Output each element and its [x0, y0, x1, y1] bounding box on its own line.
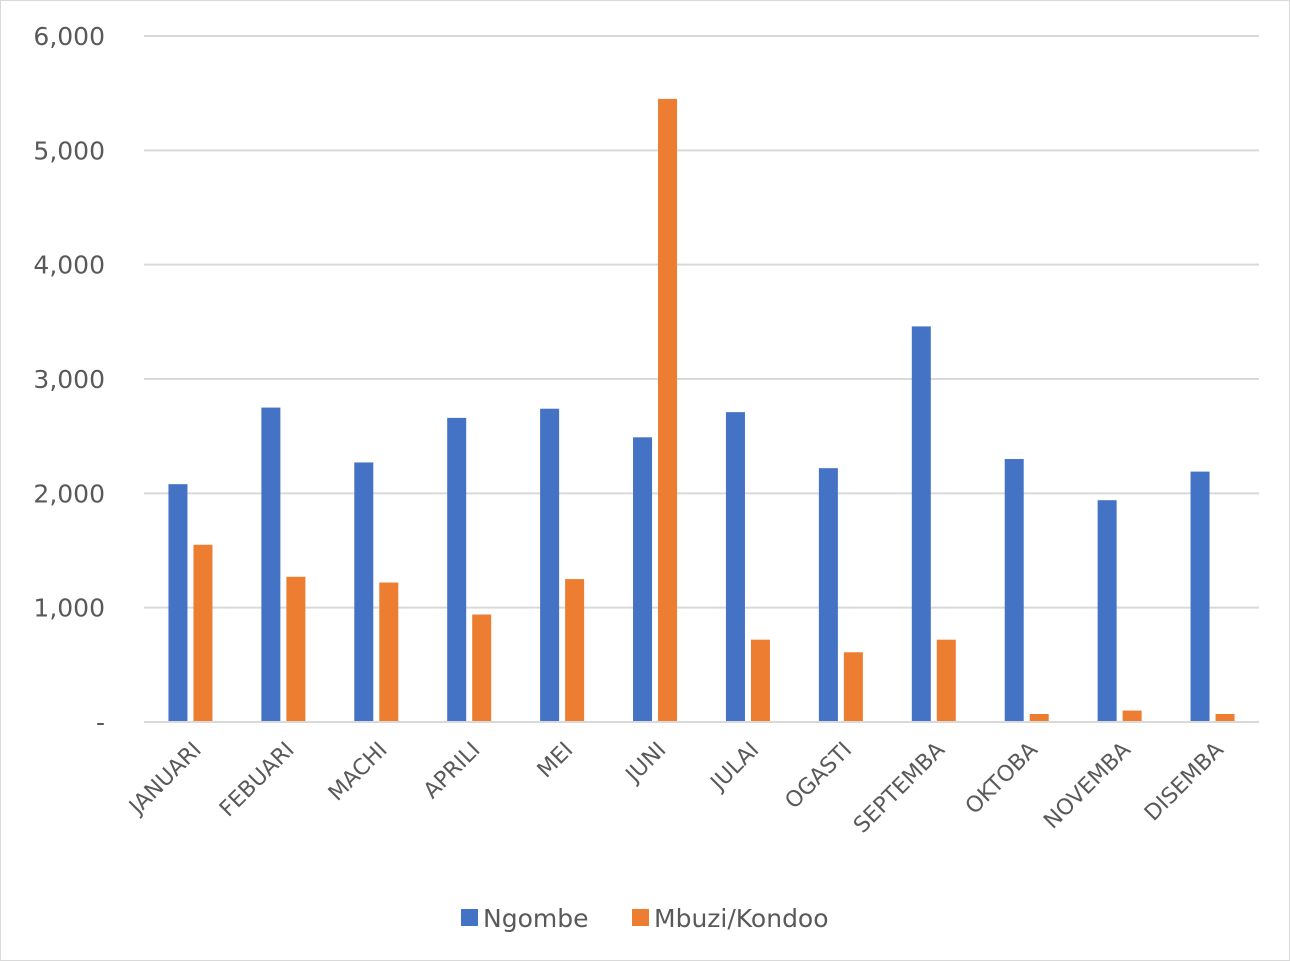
x-category-label: JANUARI — [124, 738, 207, 821]
y-axis-ticks: - 1,000 2,000 3,000 4,000 5,000 6,000 — [33, 22, 105, 737]
bar-mbuzi-kondoo — [1215, 713, 1235, 722]
x-category-label: MEI — [533, 738, 579, 784]
bar-ngombe — [1190, 471, 1210, 722]
bar-ngombe — [911, 326, 931, 722]
bar-mbuzi-kondoo — [286, 576, 306, 722]
bar-ngombe — [354, 462, 374, 722]
x-category-label: MACHI — [324, 738, 393, 807]
bar-mbuzi-kondoo — [843, 652, 863, 722]
bar-mbuzi-kondoo — [565, 579, 585, 722]
y-tick-label: - — [96, 708, 105, 737]
bar-ngombe — [633, 437, 653, 722]
bar-mbuzi-kondoo — [472, 614, 492, 722]
x-category-label: DISEMBA — [1140, 738, 1229, 827]
bar-mbuzi-kondoo — [1122, 710, 1142, 722]
y-tick-label: 1,000 — [33, 594, 105, 623]
x-category-label: SEPTEMBA — [849, 738, 950, 839]
y-tick-label: 3,000 — [33, 365, 105, 394]
bar-mbuzi-kondoo — [193, 544, 213, 722]
legend-item-mbuzi-kondoo: Mbuzi/Kondoo — [632, 904, 829, 933]
bar-ngombe — [725, 412, 745, 722]
x-category-label: NOVEMBA — [1039, 738, 1135, 834]
x-category-label: OKTOBA — [961, 738, 1043, 820]
bar-ngombe — [818, 468, 838, 722]
y-tick-label: 5,000 — [33, 136, 105, 165]
bar-mbuzi-kondoo — [936, 639, 956, 722]
legend: Ngombe Mbuzi/Kondoo — [461, 904, 829, 933]
legend-label: Mbuzi/Kondoo — [654, 904, 829, 933]
bar-mbuzi-kondoo — [379, 582, 399, 722]
bar-ngombe — [447, 417, 467, 722]
x-category-label: FEBUARI — [215, 738, 300, 823]
grid-layer — [144, 35, 1259, 609]
y-tick-label: 4,000 — [33, 251, 105, 280]
x-axis-categories: JANUARI FEBUARI MACHI APRILI MEI JUNI JULAI OGA… — [124, 738, 1229, 839]
bar-ngombe — [261, 407, 281, 722]
y-tick-label: 2,000 — [33, 479, 105, 508]
bar-ngombe — [168, 484, 188, 722]
x-category-label: APRILI — [419, 738, 485, 804]
legend-label: Ngombe — [483, 904, 588, 933]
x-category-label: JUNI — [620, 738, 671, 789]
bar-mbuzi-kondoo — [658, 98, 678, 723]
bar-ngombe — [1097, 500, 1117, 722]
legend-swatch — [632, 909, 649, 926]
bars-layer — [168, 98, 1235, 723]
bar-mbuzi-kondoo — [750, 639, 770, 722]
legend-swatch — [461, 909, 478, 926]
legend-item-ngombe: Ngombe — [461, 904, 588, 933]
bar-ngombe — [540, 408, 560, 722]
x-category-label: JULAI — [705, 738, 764, 797]
y-tick-label: 6,000 — [33, 22, 105, 51]
bar-ngombe — [1004, 459, 1024, 722]
bar-mbuzi-kondoo — [1029, 713, 1049, 722]
x-category-label: OGASTI — [781, 738, 858, 815]
